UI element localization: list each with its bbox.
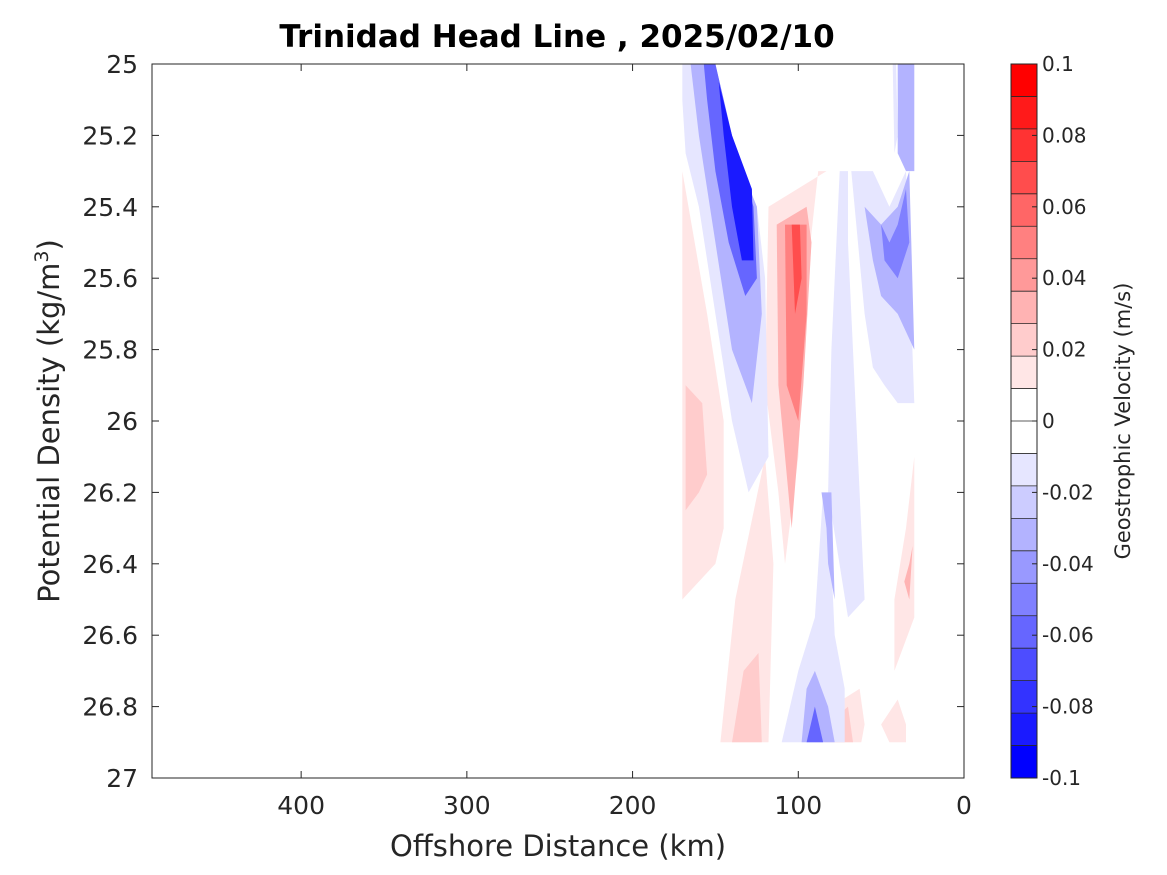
colorbar-tick-label: -0.04 (1042, 552, 1094, 576)
y-tick-label: 27 (106, 764, 138, 793)
negative-velocity-region-18 (801, 670, 835, 743)
colorbar-swatch (1011, 615, 1037, 649)
plot-area: 400 300 200 100 0 25 25.2 25.4 25.6 25.8 26 26.2 26… (82, 50, 972, 820)
colorbar-swatch (1011, 583, 1037, 617)
negative-velocity-region-24 (881, 189, 910, 279)
y-tick-label: 25.4 (82, 193, 138, 222)
colorbar-swatch (1011, 550, 1037, 584)
y-axis-label-superscript: 3 (31, 250, 53, 262)
positive-velocity-region-11 (894, 456, 915, 671)
colorbar-tick-label: 0.08 (1042, 123, 1087, 147)
negative-velocity-region-16 (718, 81, 754, 261)
x-tick-label: 0 (956, 791, 972, 820)
colorbar-swatch (1011, 226, 1037, 260)
positive-velocity-region-2 (720, 456, 774, 743)
colorbar-swatch (1011, 745, 1037, 779)
chart-title: Trinidad Head Line , 2025/02/10 (279, 19, 834, 55)
colorbar: 0.1 0.08 0.06 0.04 0.02 0 -0.02 -0.04 -0.06 -0.08… (1010, 52, 1135, 790)
x-axis-label: Offshore Distance (km) (390, 829, 726, 863)
y-axis: 25 25.2 25.4 25.6 25.8 26 26.2 26.4 26.6 26.8 27 (82, 50, 964, 793)
x-tick-label: 300 (443, 791, 491, 820)
y-tick-label: 25 (106, 50, 138, 79)
y-tick-label: 26.4 (82, 550, 138, 579)
colorbar-tick-label: -0.08 (1042, 695, 1094, 719)
y-axis-label-text: Potential Density (kg/m (32, 263, 66, 603)
colorbar-swatch (1011, 193, 1037, 227)
negative-velocity-region-20 (828, 171, 865, 618)
colorbar-swatch (1011, 518, 1037, 552)
colorbar-swatch (1011, 680, 1037, 714)
colorbar-swatch (1011, 485, 1037, 519)
positive-velocity-region-3 (732, 653, 762, 743)
positive-velocity-region-10 (881, 699, 906, 743)
colorbar-swatches (1011, 64, 1037, 779)
colorbar-swatch (1011, 291, 1037, 324)
colorbar-tick-label: -0.02 (1042, 480, 1094, 504)
y-tick-label: 25.6 (82, 264, 138, 293)
y-axis-label-close: ) (32, 239, 66, 250)
negative-velocity-region-26 (892, 64, 898, 154)
y-tick-label: 26.2 (82, 478, 138, 507)
positive-velocity-region-12 (904, 546, 913, 600)
colorbar-swatch (1011, 388, 1037, 422)
colorbar-swatch (1011, 713, 1037, 746)
negative-velocity-region-19 (806, 706, 824, 743)
x-tick-label: 200 (609, 791, 657, 820)
colorbar-tick-label: 0.06 (1042, 195, 1087, 219)
x-axis: 400 300 200 100 0 (277, 64, 972, 820)
colorbar-swatch (1011, 96, 1037, 130)
colorbar-swatch (1011, 356, 1037, 389)
colorbar-ticks: 0.1 0.08 0.06 0.04 0.02 0 -0.02 -0.04 -0.06 -0.08… (1032, 52, 1094, 790)
colorbar-swatch (1011, 258, 1037, 292)
y-tick-label: 26 (106, 407, 138, 436)
x-tick-label: 100 (774, 791, 822, 820)
colorbar-swatch (1011, 161, 1037, 195)
colorbar-tick-label: 0.02 (1042, 338, 1087, 362)
colorbar-tick-label: -0.1 (1042, 766, 1081, 790)
y-tick-label: 26.8 (82, 693, 138, 722)
y-axis-label: Potential Density (kg/m3) (31, 239, 66, 603)
colorbar-swatch (1011, 453, 1037, 487)
y-tick-label: 26.6 (82, 621, 138, 650)
colorbar-tick-label: 0.04 (1042, 266, 1087, 290)
colorbar-tick-label: 0 (1042, 409, 1055, 433)
colorbar-swatch (1011, 648, 1037, 681)
x-tick-label: 400 (277, 791, 325, 820)
colorbar-swatch (1011, 323, 1037, 357)
colorbar-tick-label: -0.06 (1042, 623, 1094, 647)
colorbar-swatch (1011, 421, 1037, 454)
negative-velocity-region-21 (821, 492, 835, 600)
colorbar-label: Geostrophic Velocity (m/s) (1111, 283, 1135, 560)
colorbar-swatch (1011, 64, 1037, 97)
colorbar-swatch (1011, 128, 1037, 162)
y-tick-label: 25.8 (82, 336, 138, 365)
negative-velocity-region-25 (897, 64, 915, 172)
y-tick-label: 25.2 (82, 121, 138, 150)
colorbar-tick-label: 0.1 (1042, 52, 1074, 76)
positive-velocity-region-1 (685, 385, 708, 511)
contour-fills (682, 64, 915, 743)
negative-velocity-region-14 (690, 64, 762, 404)
positive-velocity-region-7 (791, 224, 802, 314)
